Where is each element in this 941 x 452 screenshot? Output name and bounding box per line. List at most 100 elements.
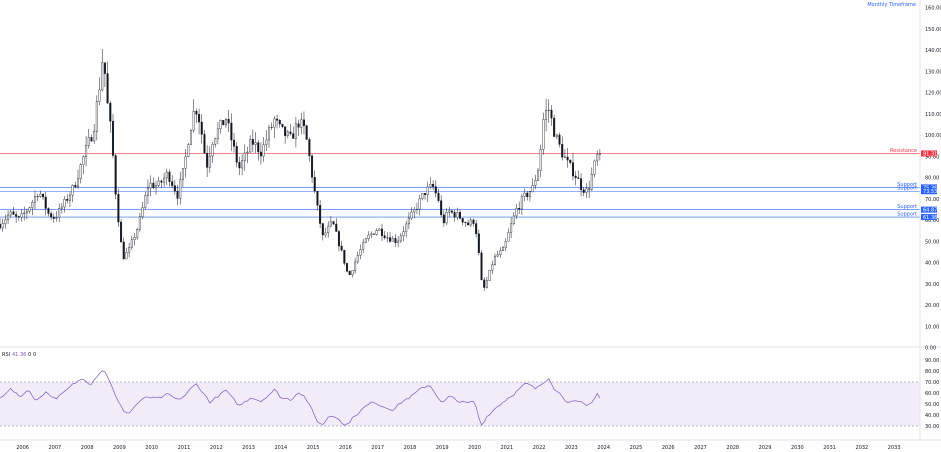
candle bbox=[378, 228, 381, 231]
candle bbox=[434, 180, 437, 198]
candle-body bbox=[542, 119, 545, 150]
candle-body bbox=[507, 232, 510, 242]
price-axis[interactable]: 0.00 10.00 20.00 30.00 40.00 50.00 60.00 70.00 8… bbox=[925, 6, 941, 352]
candle bbox=[415, 202, 418, 215]
candle-body bbox=[117, 194, 120, 223]
candle-body bbox=[386, 237, 389, 239]
candle bbox=[596, 150, 599, 166]
candle bbox=[424, 193, 427, 200]
candle bbox=[23, 206, 26, 221]
candle bbox=[324, 227, 327, 238]
support-price-value: 61.38 bbox=[923, 215, 937, 221]
candle-body bbox=[356, 255, 359, 263]
candle-body bbox=[241, 160, 244, 169]
candle bbox=[340, 241, 343, 252]
time-tick-label: 2028 bbox=[726, 445, 739, 451]
candle bbox=[68, 191, 71, 208]
candle bbox=[448, 206, 451, 217]
candle-body bbox=[227, 118, 230, 124]
candle bbox=[93, 123, 96, 144]
candle bbox=[523, 188, 526, 202]
time-tick-label: 2026 bbox=[662, 445, 675, 451]
candle-body bbox=[491, 264, 494, 271]
candle bbox=[539, 144, 542, 178]
candle bbox=[227, 110, 230, 133]
candle bbox=[214, 137, 217, 148]
candle-body bbox=[33, 196, 36, 203]
candle bbox=[469, 218, 472, 228]
candle bbox=[526, 191, 529, 201]
candle-body bbox=[203, 134, 206, 154]
candle-body bbox=[165, 171, 168, 179]
candle bbox=[598, 149, 601, 161]
candle-body bbox=[585, 188, 588, 193]
candle-body bbox=[58, 208, 61, 218]
candle bbox=[122, 237, 125, 260]
candle bbox=[1, 218, 4, 232]
rsi-legend[interactable]: RSI 41.36 0 0 bbox=[2, 352, 36, 358]
support-label: Support bbox=[897, 182, 917, 188]
candle-body bbox=[249, 139, 252, 153]
candle-body bbox=[163, 177, 166, 183]
candle bbox=[289, 123, 292, 136]
candle bbox=[203, 130, 206, 154]
rsi-tick-label: 90.00 bbox=[925, 358, 939, 364]
price-tick-label: 20.00 bbox=[925, 303, 939, 309]
candle-body bbox=[289, 131, 292, 134]
rsi-param-1: 0 bbox=[28, 352, 31, 358]
rsi-axis[interactable]: 30.00 40.00 50.00 60.00 70.00 80.00 90.00 bbox=[925, 358, 939, 430]
candle-body bbox=[394, 238, 397, 243]
price-tick-label: 40.00 bbox=[925, 261, 939, 267]
candle-body bbox=[192, 111, 195, 131]
candle-body bbox=[122, 241, 125, 260]
time-tick-label: 2010 bbox=[145, 445, 158, 451]
candle-body bbox=[55, 217, 58, 219]
candle bbox=[356, 251, 359, 264]
candle bbox=[383, 231, 386, 240]
candle-body bbox=[82, 156, 85, 165]
candle-body bbox=[566, 156, 569, 161]
candle bbox=[359, 244, 362, 260]
candle-body bbox=[39, 193, 42, 197]
candle-body bbox=[219, 120, 222, 130]
candle bbox=[386, 232, 389, 243]
time-tick-label: 2011 bbox=[178, 445, 191, 451]
support-label: Support bbox=[897, 212, 917, 218]
candle-body bbox=[539, 149, 542, 171]
price-tick-label: 80.00 bbox=[925, 176, 939, 182]
candle bbox=[20, 209, 23, 222]
candle-body bbox=[362, 242, 365, 250]
candle-body bbox=[15, 214, 18, 217]
candle-body bbox=[246, 151, 249, 154]
candle-body bbox=[85, 145, 88, 158]
candle bbox=[354, 258, 357, 274]
candle-body bbox=[321, 223, 324, 236]
candle bbox=[0, 218, 2, 230]
candle bbox=[184, 149, 187, 178]
candle-body bbox=[195, 111, 198, 115]
time-tick-label: 2007 bbox=[49, 445, 62, 451]
candle bbox=[550, 105, 553, 126]
candle-body bbox=[515, 208, 518, 217]
candle bbox=[335, 218, 338, 232]
candle bbox=[233, 132, 236, 153]
candle-body bbox=[284, 126, 287, 137]
rsi-title: RSI bbox=[2, 352, 10, 358]
candle bbox=[270, 122, 273, 130]
candle bbox=[445, 208, 448, 226]
candle bbox=[407, 212, 410, 230]
candle bbox=[496, 250, 499, 258]
candle bbox=[421, 193, 424, 201]
candle-body bbox=[346, 263, 349, 272]
candle bbox=[588, 180, 591, 199]
time-axis[interactable]: 2006 2007 2008 2009 2010 2011 2012 2013 2014 2015… bbox=[16, 445, 900, 451]
candle-body bbox=[343, 249, 346, 264]
candle-body bbox=[550, 109, 553, 119]
candle-body bbox=[531, 185, 534, 192]
candle bbox=[429, 177, 432, 189]
candle-body bbox=[485, 280, 488, 288]
candle-body bbox=[66, 198, 69, 201]
candle bbox=[305, 124, 308, 140]
candle-body bbox=[130, 239, 133, 248]
candle-body bbox=[184, 156, 187, 169]
